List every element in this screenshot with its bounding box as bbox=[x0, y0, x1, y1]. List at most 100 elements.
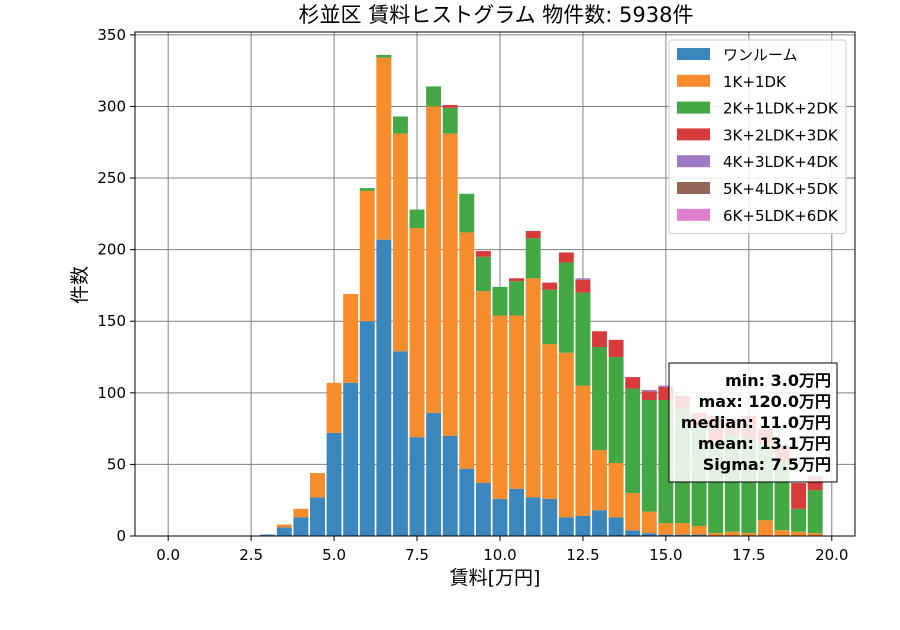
y-tick-label: 50 bbox=[107, 455, 126, 473]
histogram-bar bbox=[326, 432, 342, 536]
x-tick-label: 15.0 bbox=[649, 546, 682, 564]
legend-swatch bbox=[677, 208, 710, 221]
legend-swatch bbox=[677, 74, 710, 87]
histogram-bar bbox=[641, 511, 657, 534]
x-tick-label: 5.0 bbox=[322, 546, 346, 564]
stats-line: Sigma: 7.5万円 bbox=[703, 455, 831, 474]
stats-line: max: 120.0万円 bbox=[699, 392, 831, 411]
histogram-bar bbox=[592, 331, 607, 347]
histogram-bar bbox=[310, 497, 325, 536]
histogram-bar bbox=[608, 357, 624, 463]
histogram-bar bbox=[807, 533, 823, 536]
histogram-bar bbox=[608, 517, 624, 536]
histogram-bar bbox=[592, 510, 607, 536]
histogram-bar bbox=[343, 382, 359, 536]
x-tick-label: 12.5 bbox=[566, 546, 599, 564]
histogram-bar bbox=[310, 473, 325, 498]
legend-swatch bbox=[677, 155, 710, 168]
histogram-bar bbox=[409, 437, 425, 536]
x-axis-ticks: 0.0 2.5 5.0 7.5 10.0 12.5 15.0 17.5 20.0 bbox=[156, 536, 848, 564]
histogram-bar bbox=[392, 351, 408, 536]
histogram-bar bbox=[575, 279, 591, 293]
histogram-bar bbox=[592, 450, 607, 511]
histogram-bar bbox=[558, 517, 574, 536]
y-tick-label: 100 bbox=[97, 384, 126, 402]
histogram-bar bbox=[376, 239, 392, 536]
histogram-bar bbox=[392, 133, 408, 352]
histogram-bar bbox=[376, 54, 392, 58]
histogram-bar bbox=[426, 86, 442, 107]
histogram-bar bbox=[525, 497, 541, 536]
histogram-bar bbox=[475, 291, 491, 484]
histogram-bar bbox=[475, 256, 491, 292]
histogram-bar bbox=[558, 262, 574, 353]
histogram-bar bbox=[791, 508, 807, 532]
stats-box bbox=[668, 362, 838, 483]
legend-swatch bbox=[677, 48, 710, 60]
histogram-bar bbox=[641, 533, 657, 536]
histogram-bar bbox=[542, 289, 558, 345]
histogram-bar bbox=[409, 228, 425, 438]
histogram-bar bbox=[293, 508, 309, 518]
legend-label: 1K+1DK bbox=[723, 73, 787, 91]
histogram-bar bbox=[608, 339, 624, 358]
x-tick-label: 17.5 bbox=[732, 546, 765, 564]
histogram-bar bbox=[658, 523, 674, 535]
legend-swatch bbox=[677, 128, 710, 141]
histogram-bar bbox=[509, 281, 525, 316]
histogram-bar bbox=[807, 490, 823, 534]
histogram-bar bbox=[442, 105, 458, 108]
histogram-bar bbox=[492, 315, 508, 499]
histogram-bar bbox=[492, 286, 508, 316]
histogram-bar bbox=[774, 530, 790, 536]
x-tick-label: 0.0 bbox=[156, 546, 180, 564]
histogram-bar bbox=[525, 231, 541, 239]
histogram-bar bbox=[459, 232, 475, 469]
histogram-bar bbox=[392, 116, 408, 134]
plot-frame bbox=[134, 31, 856, 537]
histogram-bar bbox=[542, 282, 558, 290]
histogram-bar bbox=[641, 389, 657, 392]
legend-swatch bbox=[677, 101, 710, 114]
histogram-bar bbox=[658, 385, 674, 388]
histogram-bar bbox=[791, 531, 807, 536]
histogram-bar bbox=[359, 321, 375, 536]
stats-annotation-box: min: 3.0万円 max: 120.0万円 median: 11.0万円 mean… bbox=[668, 362, 838, 483]
y-tick-label: 300 bbox=[97, 97, 126, 115]
y-tick-label: 150 bbox=[97, 312, 126, 330]
histogram-bar bbox=[575, 292, 591, 386]
x-tick-label: 2.5 bbox=[239, 546, 263, 564]
histogram-bar bbox=[260, 534, 276, 536]
histogram-bar bbox=[459, 193, 475, 233]
histogram-bar bbox=[542, 498, 558, 536]
histogram-bar bbox=[359, 190, 375, 322]
histogram-bar bbox=[525, 278, 541, 498]
histogram-bar bbox=[426, 412, 442, 536]
histogram-bar bbox=[625, 377, 641, 389]
legend: ワンルーム 1K+1DK 2K+1LDK+2DK 3K+2LDK+3DK 4K+3LDK… bbox=[668, 39, 847, 235]
legend-label: 4K+3LDK+4DK bbox=[723, 153, 839, 171]
histogram-bar bbox=[293, 517, 309, 536]
histogram-bar bbox=[675, 523, 690, 535]
histogram-bar bbox=[592, 347, 607, 451]
histogram-bar bbox=[625, 530, 641, 536]
histogram-bar bbox=[641, 399, 657, 512]
histogram-bar bbox=[757, 520, 773, 536]
y-axis-ticks: 0 50 100 150 200 250 300 350 bbox=[97, 26, 135, 545]
histogram-bar bbox=[326, 382, 342, 433]
histogram-bar bbox=[442, 107, 458, 134]
histogram-bar bbox=[608, 462, 624, 518]
x-tick-label: 10.0 bbox=[483, 546, 516, 564]
histogram-bar bbox=[575, 385, 591, 516]
x-tick-label: 7.5 bbox=[405, 546, 429, 564]
histogram-bar bbox=[509, 488, 525, 536]
x-tick-label: 20.0 bbox=[815, 546, 848, 564]
y-tick-label: 0 bbox=[116, 527, 126, 545]
histogram-bar bbox=[442, 435, 458, 536]
histogram-bar bbox=[276, 527, 292, 536]
y-tick-label: 350 bbox=[97, 26, 126, 44]
x-axis-label: 賃料[万円] bbox=[450, 567, 541, 589]
histogram-bar bbox=[542, 344, 558, 499]
histogram-bar bbox=[492, 498, 508, 536]
